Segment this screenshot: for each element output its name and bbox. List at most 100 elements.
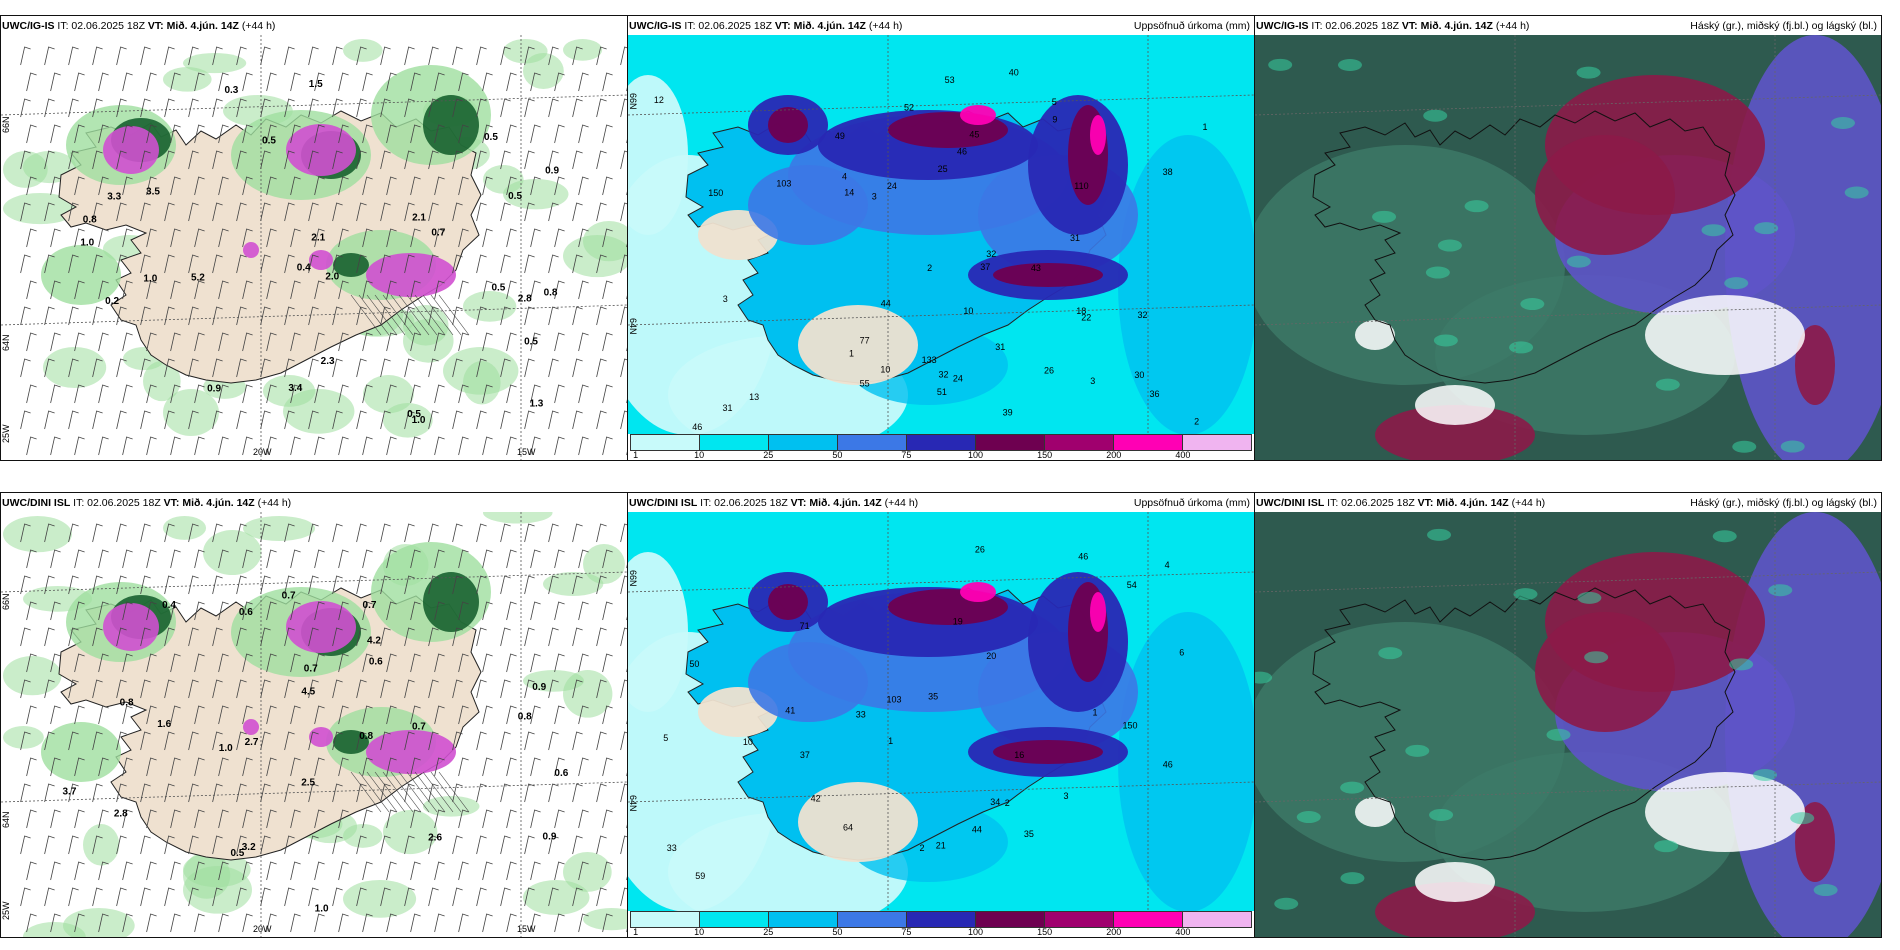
wind-barb bbox=[242, 653, 253, 673]
cloud-edge-area-blob bbox=[1340, 781, 1365, 794]
wind-barb bbox=[44, 575, 55, 595]
wind-barb bbox=[314, 228, 325, 248]
legend-tick: 50 bbox=[832, 450, 843, 460]
wind-barb bbox=[362, 176, 373, 196]
wind-barb bbox=[44, 627, 55, 647]
light-precip-area-blob bbox=[343, 880, 417, 918]
wind-barb bbox=[572, 306, 583, 326]
wind-barb bbox=[50, 601, 61, 621]
cloud-cover-map[interactable] bbox=[1255, 35, 1881, 460]
wind-barb bbox=[290, 809, 301, 829]
wind-barb bbox=[50, 384, 61, 404]
wind-barb bbox=[404, 410, 415, 430]
precip-wind-map[interactable]: 0.5 0.7 0.8 0.9 1.0 0.7 4.2 2.7 4.5 2.6 0.6 0.8 0.6 0… bbox=[1, 512, 627, 937]
cloud-edge-area-blob bbox=[1576, 66, 1601, 79]
axis-label: 64N bbox=[1, 334, 11, 351]
wind-barb bbox=[386, 228, 397, 248]
wind-barb bbox=[68, 358, 79, 378]
value-label: 20 bbox=[986, 651, 996, 661]
wind-barb bbox=[596, 783, 607, 803]
value-label: 3 bbox=[872, 192, 877, 202]
wind-barb bbox=[386, 384, 397, 404]
wind-barb bbox=[284, 306, 295, 326]
wind-barb bbox=[26, 228, 37, 248]
axis-label: 25W bbox=[1, 901, 11, 920]
wind-barb bbox=[554, 124, 565, 144]
clear-sky-area-blob bbox=[1355, 320, 1395, 350]
wind-barb bbox=[194, 384, 205, 404]
iceland-coastline bbox=[1312, 110, 1736, 384]
light-precip-area-blob bbox=[563, 852, 612, 892]
wind-barb bbox=[500, 679, 511, 699]
wind-barb bbox=[362, 861, 373, 881]
legend-swatch bbox=[1045, 912, 1114, 927]
wind-barb bbox=[212, 783, 223, 803]
wind-barb bbox=[50, 861, 61, 881]
legend-swatch bbox=[700, 435, 769, 450]
wind-barb bbox=[74, 809, 85, 829]
wind-barb bbox=[524, 150, 535, 170]
wind-barb bbox=[332, 835, 343, 855]
wind-barb bbox=[308, 731, 319, 751]
wind-barb bbox=[170, 601, 181, 621]
wind-barb bbox=[524, 627, 535, 647]
wind-barb bbox=[386, 861, 397, 881]
wind-barb bbox=[530, 332, 541, 352]
wind-barb bbox=[338, 757, 349, 777]
wind-barb bbox=[620, 358, 627, 378]
wind-barb bbox=[578, 124, 589, 144]
axis-label: 64N bbox=[628, 795, 638, 812]
wind-barb bbox=[380, 202, 391, 222]
wind-barb bbox=[146, 705, 157, 725]
legend-swatch bbox=[1114, 912, 1183, 927]
wind-barb bbox=[356, 783, 367, 803]
wind-barb bbox=[146, 176, 157, 196]
cloud-edge-area-blob bbox=[1437, 239, 1462, 252]
wind-barb bbox=[260, 679, 271, 699]
wind-barb bbox=[98, 913, 109, 933]
wind-barb bbox=[188, 98, 199, 118]
value-label: 2.0 bbox=[325, 271, 339, 282]
legend-swatch bbox=[1045, 435, 1114, 450]
cloud-edge-area-blob bbox=[1425, 266, 1450, 279]
wind-barb bbox=[140, 835, 151, 855]
wind-barb bbox=[476, 679, 487, 699]
precip-wind-map[interactable]: 0.5 0.5 0.5 0.5 0.5 0.5 0.9 1.0 2.0 3.4 1.5 2.1 0.7 1… bbox=[1, 35, 627, 460]
wind-barb bbox=[530, 705, 541, 725]
wind-barb bbox=[356, 887, 367, 907]
wind-barb bbox=[92, 783, 103, 803]
clear-sky-area bbox=[1355, 295, 1805, 425]
wind-barb bbox=[548, 98, 559, 118]
wind-barb bbox=[116, 783, 127, 803]
wind-barb bbox=[308, 98, 319, 118]
cloud-cover-map[interactable] bbox=[1255, 512, 1881, 937]
accumulated-precip-map[interactable]: 26 35 35 34 33 16 21 4 3 2 1 41 42 71 19 54 1 6 20 37 46 46 59… bbox=[628, 512, 1254, 937]
hatch-line bbox=[438, 771, 470, 813]
wind-barb bbox=[122, 280, 133, 300]
wind-barb bbox=[386, 913, 397, 933]
wind-barb bbox=[362, 384, 373, 404]
wind-barb bbox=[266, 280, 277, 300]
clear-sky-area-blob bbox=[1355, 797, 1395, 827]
axis-label: 15W bbox=[517, 924, 536, 934]
wind-barb bbox=[164, 575, 175, 595]
value-label: 32 bbox=[1137, 310, 1147, 320]
accumulated-precip-map[interactable]: 31 32 32 10 52 40 30 5 3 1 2 14 10 53 26 4 18 3 2 1 12 13 51 43… bbox=[628, 35, 1254, 460]
wind-barb bbox=[482, 228, 493, 248]
wind-barb bbox=[146, 436, 157, 456]
wind-barb bbox=[50, 124, 61, 144]
wind-barb bbox=[578, 653, 589, 673]
wind-barb bbox=[500, 306, 511, 326]
cloud-edge-area-blob bbox=[1566, 255, 1591, 268]
wind-barb bbox=[236, 627, 247, 647]
wind-barb bbox=[68, 410, 79, 430]
wind-barb bbox=[602, 384, 613, 404]
wind-barb bbox=[482, 280, 493, 300]
wind-barb bbox=[116, 679, 127, 699]
wind-barb bbox=[50, 332, 61, 352]
precip-class-3-blob bbox=[1118, 135, 1254, 435]
wind-barb bbox=[26, 549, 37, 569]
wind-barb bbox=[428, 627, 439, 647]
wind-barb bbox=[356, 731, 367, 751]
wind-barb bbox=[20, 202, 31, 222]
